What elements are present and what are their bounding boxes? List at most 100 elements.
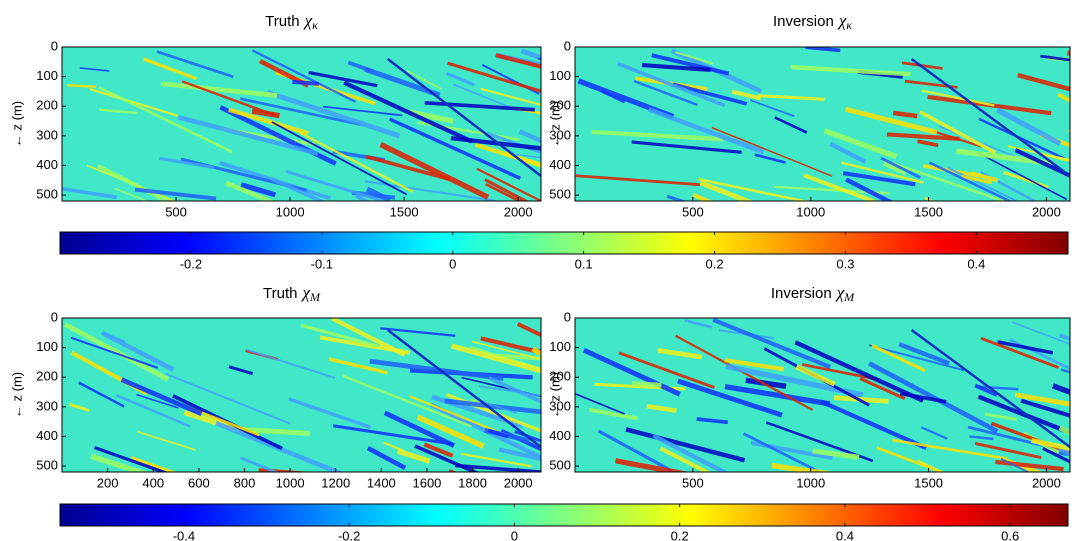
y-tick-label: 500: [36, 187, 58, 202]
texture-stripe: [794, 340, 924, 403]
texture-stripe: [1002, 170, 1049, 189]
texture-stripe: [674, 50, 714, 65]
colorbar-tick-label: 0.2: [706, 256, 724, 271]
texture-stripe: [406, 70, 443, 90]
x-tick-label: 1600: [412, 475, 441, 490]
texture-stripe: [347, 60, 375, 74]
texture-stripe: [841, 161, 924, 184]
heatmap-texture: [575, 47, 1070, 201]
texture-stripe: [917, 139, 939, 148]
texture-stripe: [452, 83, 519, 112]
texture-stripe: [774, 116, 808, 134]
texture-stripe: [978, 117, 1070, 163]
title-symbol: χ: [303, 11, 313, 30]
y-tick-label: 500: [36, 458, 58, 473]
texture-stripe: [90, 453, 149, 472]
texture-stripe: [383, 410, 456, 448]
texture-stripe: [757, 93, 825, 101]
texture-stripe: [70, 336, 159, 369]
texture-stripe: [288, 397, 372, 429]
texture-stripe: [379, 142, 490, 200]
y-tick-label: 100: [36, 339, 58, 354]
x-tick-label: 1200: [321, 475, 350, 490]
texture-stripe: [947, 166, 1020, 201]
y-tick-label: 400: [549, 157, 571, 172]
texture-stripe: [883, 161, 907, 176]
texture-stripe: [892, 110, 918, 119]
texture-stripe: [136, 393, 179, 409]
texture-stripe: [1040, 54, 1070, 62]
texture-stripe: [615, 458, 690, 472]
y-tick-label: 0: [51, 38, 58, 53]
texture-stripe: [868, 361, 999, 434]
x-tick-label: 1000: [796, 204, 825, 219]
y-tick-label: 400: [36, 428, 58, 443]
texture-stripe: [474, 142, 541, 168]
title-subscript: M: [843, 290, 855, 304]
y-tick-label: 300: [549, 398, 571, 413]
texture-stripe: [343, 80, 473, 144]
texture-stripe: [886, 132, 960, 141]
texture-stripe: [515, 153, 541, 159]
texture-stripe: [364, 66, 441, 98]
texture-stripe: [980, 336, 1060, 369]
texture-stripe: [618, 351, 716, 389]
texture-stripe: [910, 328, 1070, 449]
title-subscript: κ: [846, 18, 852, 32]
plot-frame: [574, 46, 1071, 202]
texture-stripe: [805, 47, 841, 53]
y-tick-label: 0: [51, 309, 58, 324]
title-text: Truth: [265, 13, 299, 30]
colorbar-tick-label: 0.6: [1001, 528, 1019, 541]
texture-stripe: [659, 446, 712, 472]
texture-stripe: [99, 108, 138, 115]
title-symbol: χ: [300, 283, 310, 302]
texture-stripe: [478, 385, 541, 397]
texture-stripe: [868, 344, 965, 372]
texture-stripe: [497, 353, 541, 361]
texture-stripe: [444, 398, 541, 415]
texture-stripe: [471, 340, 541, 361]
y-tick-label: 400: [549, 428, 571, 443]
texture-stripe: [480, 336, 541, 355]
texture-stripe: [285, 169, 389, 201]
texture-stripe: [647, 107, 765, 155]
texture-stripe: [89, 88, 178, 117]
y-tick-label: 300: [549, 127, 571, 142]
texture-stripe: [1058, 425, 1070, 436]
texture-stripe: [480, 87, 541, 106]
y-tick-label: 200: [36, 369, 58, 384]
y-tick-label: 300: [36, 398, 58, 413]
texture-stripe: [408, 109, 454, 124]
x-tick-label: 2000: [1032, 204, 1061, 219]
texture-stripe: [130, 456, 178, 472]
x-tick-label: 1000: [276, 475, 305, 490]
colorbar-tick-label: 0.4: [836, 528, 854, 541]
texture-stripe: [731, 89, 762, 101]
texture-stripe: [160, 81, 278, 98]
texture-stripe: [115, 394, 191, 428]
texture-stripe: [520, 48, 541, 61]
texture-stripe: [995, 459, 1064, 472]
panel-title: Truth χM: [263, 283, 321, 304]
texture-stripe: [114, 187, 149, 201]
texture-stripe: [1057, 445, 1070, 457]
x-tick-label: 1500: [914, 204, 943, 219]
texture-stripe: [711, 126, 833, 177]
texture-stripe: [883, 159, 1008, 201]
x-tick-label: 400: [142, 475, 164, 490]
title-text: Truth: [263, 285, 297, 302]
x-tick-label: 1400: [367, 475, 396, 490]
texture-stripe: [450, 135, 541, 151]
x-tick-label: 1500: [390, 204, 419, 219]
colorbar-tick-label: 0.1: [575, 256, 593, 271]
texture-stripe: [921, 89, 995, 107]
texture-stripe: [575, 174, 701, 187]
texture-stripe: [1042, 446, 1070, 464]
texture-stripe: [871, 344, 926, 373]
y-tick-label: 0: [564, 309, 571, 324]
texture-stripe: [842, 171, 916, 187]
texture-stripe: [712, 318, 831, 369]
texture-stripe: [134, 187, 217, 201]
texture-stripe: [98, 86, 233, 153]
